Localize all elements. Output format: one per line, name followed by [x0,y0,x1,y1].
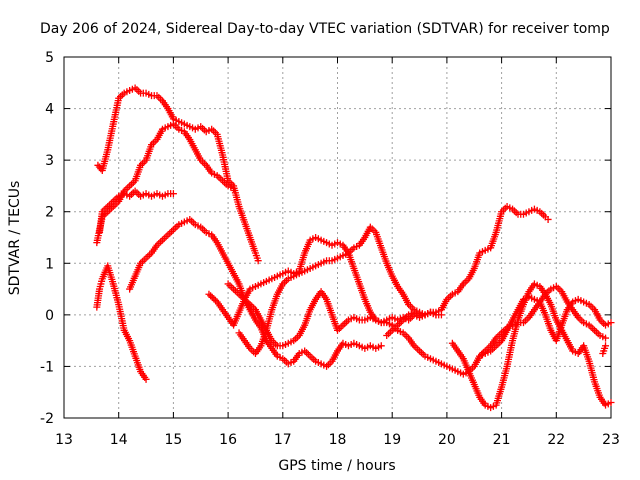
data-point [169,190,177,198]
data-point [142,375,150,383]
x-tick-labels: 13 14 15 16 17 18 19 20 21 22 23 [55,432,620,448]
series-track-10 [448,280,615,412]
data-point [210,295,218,303]
y-tick-label: -1 [40,359,54,375]
axis-ticks [63,56,612,419]
data-point [432,311,440,319]
data-point [377,342,385,350]
x-tick-label: 23 [602,432,620,448]
x-tick-label: 18 [329,432,347,448]
x-tick-label: 20 [438,432,456,448]
y-axis-label: SDTVAR / TECUs [7,181,23,296]
x-tick-label: 16 [219,432,237,448]
series-track-5 [126,215,385,370]
grid-lines [64,57,611,418]
data-point [607,319,615,327]
series-track-9 [383,308,440,339]
series-track-11 [476,293,615,360]
series-track-1 [94,84,262,265]
x-tick-label: 22 [547,432,565,448]
data-point [602,334,610,342]
data-point [208,293,216,301]
y-tick-label: -2 [40,411,54,427]
data-points [93,84,615,412]
series-track-12 [599,342,610,358]
data-point [212,296,220,304]
x-tick-label: 13 [55,432,73,448]
data-point [207,292,215,300]
chart-title: Day 206 of 2024, Sidereal Day-to-day VTE… [40,21,610,37]
x-tick-label: 19 [383,432,401,448]
y-tick-label: 4 [45,102,54,118]
x-tick-label: 14 [110,432,128,448]
series-track-3 [96,187,177,236]
data-point [544,215,552,223]
data-point [602,342,610,350]
y-tick-labels: -2 -1 0 1 2 3 4 5 [40,50,54,427]
data-point [205,290,213,298]
data-point [254,257,262,265]
x-tick-label: 15 [164,432,182,448]
y-tick-label: 2 [45,205,54,221]
data-point [230,185,238,193]
x-tick-label: 21 [493,432,511,448]
y-tick-label: 0 [45,308,54,324]
y-tick-label: 1 [45,256,54,272]
data-point [607,399,615,407]
y-tick-label: 5 [45,50,54,66]
series-track-8 [224,280,445,350]
x-axis-label: GPS time / hours [278,458,395,474]
x-tick-label: 17 [274,432,292,448]
y-tick-label: 3 [45,153,54,169]
series-track-4 [93,262,150,383]
